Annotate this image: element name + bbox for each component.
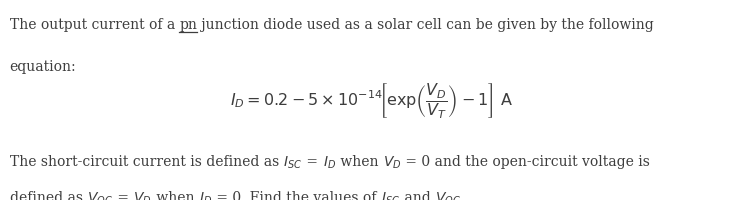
Text: =: = [113,190,134,200]
Text: defined as: defined as [10,190,87,200]
Text: The output current of a: The output current of a [10,18,180,32]
Text: The short-circuit current is defined as: The short-circuit current is defined as [10,154,283,168]
Text: when: when [152,190,199,200]
Text: .: . [461,190,465,200]
Text: $I_D$: $I_D$ [323,154,336,170]
Text: equation:: equation: [10,60,76,74]
Text: $V_{OC}$: $V_{OC}$ [87,190,113,200]
Text: = 0 and the open-circuit voltage is: = 0 and the open-circuit voltage is [401,154,650,168]
Text: pn: pn [180,18,197,32]
Text: $I_D = 0.2 - 5\times10^{-14}\!\left[\exp\!\left(\dfrac{V_D}{V_T}\right)-1\right]: $I_D = 0.2 - 5\times10^{-14}\!\left[\exp… [229,81,513,119]
Text: $V_{OC}$: $V_{OC}$ [435,190,461,200]
Text: $V_D$: $V_D$ [134,190,152,200]
Text: when: when [336,154,383,168]
Text: $I_{SC}$: $I_{SC}$ [283,154,302,170]
Text: =: = [302,154,323,168]
Text: $I_{SC}$: $I_{SC}$ [381,190,400,200]
Text: = 0. Find the values of: = 0. Find the values of [212,190,381,200]
Text: and: and [400,190,435,200]
Text: junction diode used as a solar cell can be given by the following: junction diode used as a solar cell can … [197,18,654,32]
Text: $V_D$: $V_D$ [383,154,401,170]
Text: $I_D$: $I_D$ [199,190,212,200]
